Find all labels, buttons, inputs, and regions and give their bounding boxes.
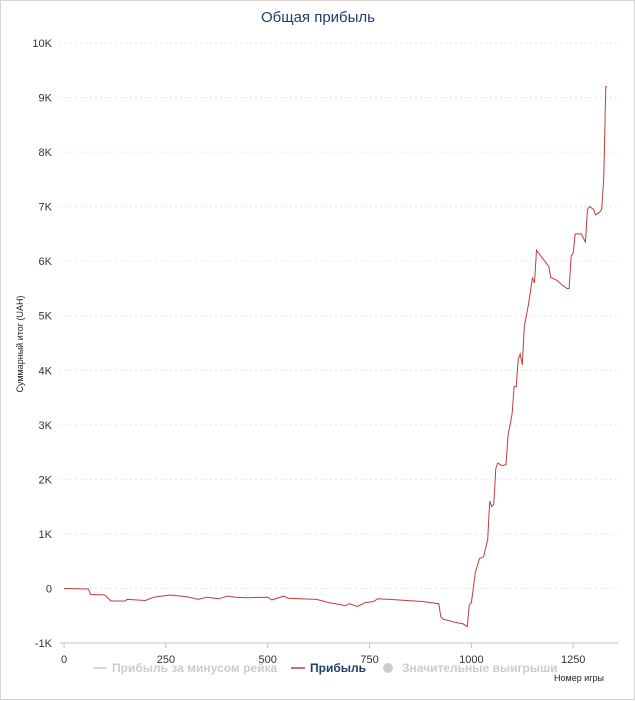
legend-item-2[interactable]: Значительные выигрыши	[383, 661, 558, 675]
y-tick-label: 5K	[39, 311, 53, 323]
y-axis-label: Суммарный итог (UAH)	[15, 295, 25, 392]
y-tick-label: 1K	[39, 529, 53, 541]
y-tick-label: 0	[46, 583, 52, 595]
x-tick-label: 250	[157, 654, 175, 666]
x-tick-label: 0	[61, 654, 67, 666]
chart-title: Общая прибыль	[261, 9, 375, 26]
y-tick-label: 10K	[32, 38, 52, 50]
y-tick-label: 4K	[39, 365, 53, 377]
x-tick-label: 1000	[459, 654, 483, 666]
x-tick-label: 500	[259, 654, 277, 666]
legend-label: Прибыль	[310, 661, 366, 675]
y-tick-label: -1K	[35, 638, 53, 650]
gridlines	[60, 42, 618, 589]
series-line-profit[interactable]	[64, 86, 607, 628]
y-tick-label: 8K	[39, 147, 53, 159]
y-tick-label: 7K	[39, 202, 53, 214]
y-tick-label: 6K	[39, 256, 53, 268]
legend-label: Значительные выигрыши	[402, 661, 558, 675]
y-axis-ticks: -1K 0 1K 2K 3K 4K 5K 6K 7K 8K 9K 10K	[32, 38, 52, 650]
legend-dot-icon	[383, 663, 393, 673]
legend: Прибыль за минусом рейка Прибыль Значитель…	[93, 661, 558, 675]
legend-item-1[interactable]: Прибыль	[291, 661, 366, 675]
legend-item-0[interactable]: Прибыль за минусом рейка	[93, 661, 277, 675]
y-tick-label: 9K	[39, 93, 53, 105]
x-axis-label: Номер игры	[554, 673, 604, 683]
y-tick-label: 3K	[39, 420, 53, 432]
x-tick-label: 750	[360, 654, 378, 666]
legend-label: Прибыль за минусом рейка	[112, 661, 277, 675]
x-tick-label: 1250	[561, 654, 585, 666]
x-axis-ticks: 0 250 500 750 1000 1250	[61, 643, 585, 666]
y-tick-label: 2K	[39, 474, 53, 486]
